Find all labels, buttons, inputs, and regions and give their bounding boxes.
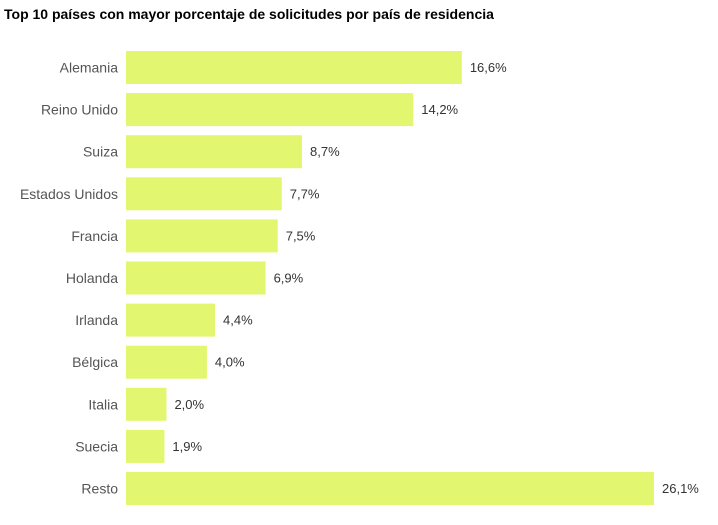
value-label: 2,0%	[174, 397, 204, 412]
bar	[126, 261, 266, 295]
value-label: 4,4%	[223, 313, 253, 328]
bar	[126, 387, 167, 421]
category-label: Reino Unido	[41, 102, 118, 118]
value-label: 1,9%	[172, 439, 202, 454]
bar	[126, 219, 278, 253]
bar	[126, 177, 282, 211]
category-label: Estados Unidos	[20, 186, 118, 202]
value-label: 14,2%	[421, 102, 458, 117]
bar	[126, 51, 462, 84]
bar	[126, 345, 207, 379]
category-label: Irlanda	[75, 312, 118, 328]
category-label: Bélgica	[72, 354, 118, 370]
bar	[126, 429, 165, 463]
category-label: Italia	[88, 396, 118, 412]
bar	[126, 135, 302, 169]
bar	[126, 93, 414, 127]
category-label: Alemania	[60, 60, 119, 76]
value-label: 7,5%	[286, 228, 316, 243]
value-label: 7,7%	[290, 186, 320, 201]
bar	[126, 472, 654, 505]
chart-title: Top 10 países con mayor porcentaje de so…	[4, 6, 494, 22]
category-label: Suecia	[75, 438, 118, 454]
category-label: Francia	[71, 228, 118, 244]
bar	[126, 303, 216, 337]
value-label: 8,7%	[310, 144, 340, 159]
value-label: 16,6%	[470, 60, 507, 75]
category-label: Resto	[81, 481, 118, 497]
value-label: 4,0%	[215, 355, 245, 370]
value-label: 26,1%	[662, 481, 699, 496]
category-label: Holanda	[66, 270, 118, 286]
value-label: 6,9%	[274, 271, 304, 286]
category-label: Suiza	[83, 144, 118, 160]
